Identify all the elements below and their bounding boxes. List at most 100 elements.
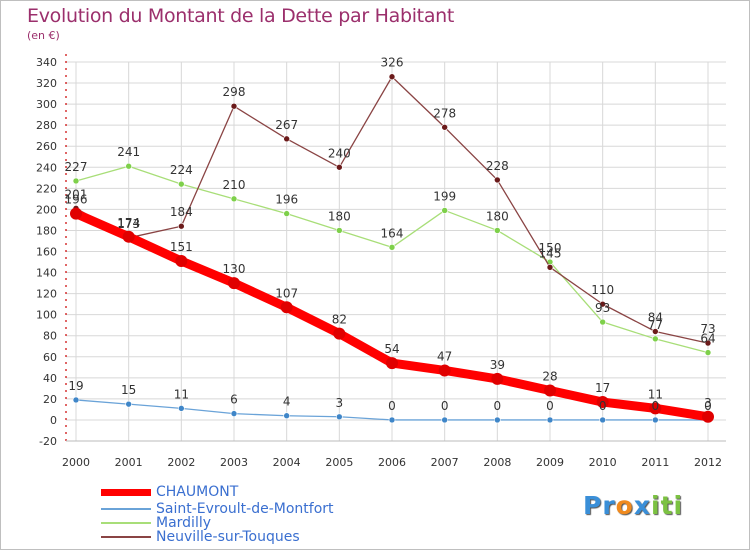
data-label: 326 — [381, 56, 404, 70]
data-point — [125, 162, 132, 170]
data-label: 82 — [332, 313, 347, 327]
data-point — [438, 364, 451, 377]
data-label: 201 — [65, 187, 88, 201]
data-point — [544, 384, 556, 397]
legend-swatch-mardilly — [101, 522, 151, 524]
data-point — [649, 402, 662, 415]
data-label: 11 — [648, 387, 663, 401]
data-label: 240 — [328, 146, 351, 160]
data-label: 47 — [437, 349, 452, 363]
data-point — [599, 416, 606, 424]
x-tick-label: 2002 — [167, 456, 195, 469]
y-tick-label: 200 — [36, 203, 57, 216]
data-label: 227 — [65, 160, 88, 174]
data-label: 39 — [490, 358, 505, 372]
logo-letter: i — [651, 491, 661, 520]
data-point — [599, 300, 606, 308]
data-label: 0 — [388, 399, 396, 413]
data-label: 228 — [486, 159, 509, 173]
x-tick-label: 2009 — [536, 456, 564, 469]
data-point — [230, 195, 238, 203]
data-label: 15 — [121, 383, 136, 397]
x-tick-label: 2011 — [641, 456, 669, 469]
data-label: 84 — [648, 311, 663, 325]
data-point — [230, 102, 238, 110]
data-point — [228, 277, 240, 290]
data-label: 93 — [595, 301, 610, 315]
y-tick-label: 280 — [36, 119, 57, 132]
data-label: 174 — [117, 216, 140, 230]
x-tick-label: 2012 — [694, 456, 722, 469]
data-label: 3 — [704, 396, 712, 410]
y-tick-label: 240 — [36, 161, 57, 174]
data-point — [72, 177, 80, 185]
data-label: 19 — [68, 379, 83, 393]
data-label: 196 — [65, 193, 88, 207]
y-tick-label: 320 — [36, 77, 57, 90]
data-point — [336, 413, 343, 421]
data-point — [178, 180, 185, 188]
data-label: 130 — [223, 262, 246, 276]
data-point — [704, 349, 712, 356]
data-label: 0 — [494, 399, 502, 413]
data-point — [652, 328, 659, 335]
data-point — [546, 416, 554, 424]
data-label: 151 — [170, 240, 193, 254]
legend-item-mardilly: Mardilly — [101, 515, 431, 531]
legend-label: CHAUMONT — [156, 484, 239, 500]
data-label: 173 — [117, 217, 140, 231]
legend-swatch-neuville — [101, 536, 151, 538]
y-tick-label: 100 — [36, 309, 57, 322]
data-point — [494, 176, 501, 184]
logo-letter: o — [615, 491, 634, 520]
data-label: 199 — [433, 189, 456, 203]
data-label: 0 — [546, 399, 554, 413]
y-tick-label: 120 — [36, 288, 57, 301]
x-tick-label: 2008 — [483, 456, 511, 469]
data-label: 4 — [283, 395, 291, 409]
y-tick-label: 180 — [36, 224, 57, 237]
data-point — [388, 243, 396, 251]
x-tick-label: 2007 — [431, 456, 459, 469]
chart-subtitle: (en €) — [27, 29, 60, 42]
data-label: 77 — [648, 318, 663, 332]
data-label: 64 — [700, 332, 715, 346]
legend-label: Mardilly — [156, 515, 212, 531]
logo-letter: x — [633, 491, 651, 520]
data-point — [702, 410, 714, 423]
x-tick-label: 2010 — [589, 456, 617, 469]
data-label: 150 — [539, 241, 562, 255]
legend-item-neuville: Neuville-sur-Touques — [101, 529, 431, 545]
y-tick-label: 60 — [43, 351, 57, 364]
data-label: 145 — [539, 246, 562, 260]
legend-swatch-chaumont — [101, 489, 151, 496]
data-label: 241 — [117, 145, 140, 159]
data-label: 210 — [223, 178, 246, 192]
legend-label: Neuville-sur-Touques — [156, 529, 300, 545]
legend-swatch-saint-evroult — [101, 508, 151, 510]
data-point — [494, 227, 501, 234]
data-label: 110 — [591, 283, 614, 297]
data-point — [333, 327, 346, 340]
data-label: 298 — [223, 85, 246, 99]
data-point — [283, 210, 290, 217]
data-label: 11 — [174, 387, 189, 401]
proxiti-logo: Proxiti — [583, 491, 683, 520]
data-label: 73 — [700, 322, 715, 336]
data-label: 224 — [170, 163, 193, 177]
logo-letter: P — [583, 491, 603, 520]
legend-item-saint-evroult: Saint-Evroult-de-Montfort — [101, 501, 431, 517]
data-label: 107 — [275, 286, 298, 300]
data-point — [652, 335, 659, 343]
data-point — [546, 263, 554, 271]
y-tick-label: 0 — [50, 414, 57, 427]
data-point — [596, 396, 609, 409]
data-label: 180 — [328, 209, 351, 223]
logo-letter: t — [660, 491, 674, 520]
x-tick-label: 2005 — [325, 456, 353, 469]
data-point — [336, 227, 343, 234]
data-point — [230, 410, 238, 417]
chart-title: Evolution du Montant de la Dette par Hab… — [27, 5, 455, 27]
